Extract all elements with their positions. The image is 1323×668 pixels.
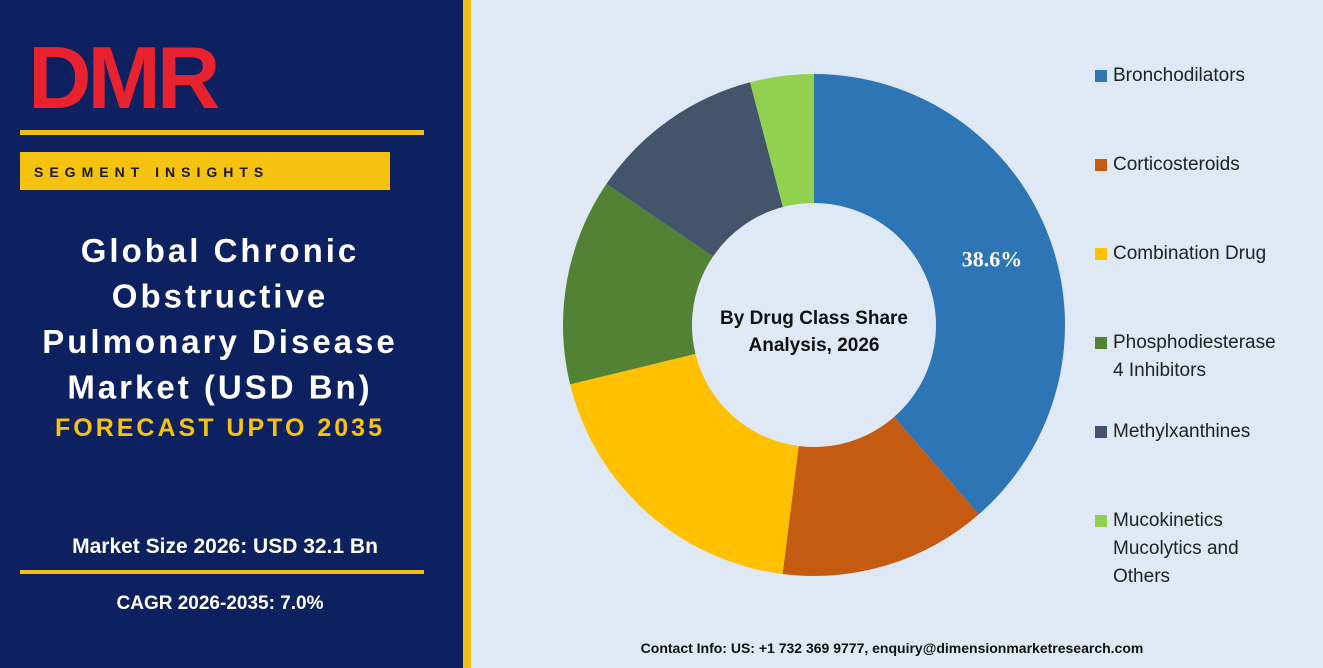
legend-label: Mucokinetics Mucolytics and Others bbox=[1113, 510, 1239, 587]
title-line: Obstructive bbox=[112, 278, 328, 315]
contact: Contact Info: US: +1 732 369 9777, enqui… bbox=[641, 640, 1144, 656]
rule bbox=[20, 570, 424, 574]
legend-swatch bbox=[1095, 426, 1107, 438]
logo: DMR bbox=[28, 28, 219, 127]
slice bbox=[782, 417, 979, 576]
legend-swatch bbox=[1095, 159, 1107, 171]
data-label: 38.6% bbox=[962, 246, 1023, 271]
legend-item: Combination Drug bbox=[1095, 240, 1285, 268]
legend-swatch bbox=[1095, 248, 1107, 260]
legend-label: Corticosteroids bbox=[1113, 154, 1240, 175]
legend-label: Combination Drug bbox=[1113, 243, 1267, 264]
legend-item: Mucokinetics Mucolytics and Others bbox=[1095, 507, 1285, 591]
rule bbox=[20, 130, 424, 135]
legend-swatch bbox=[1095, 70, 1107, 82]
legend-swatch bbox=[1095, 337, 1107, 349]
cagr: CAGR 2026-2035: 7.0% bbox=[117, 593, 324, 614]
slice bbox=[606, 82, 783, 257]
market-size: Market Size 2026: USD 32.1 Bn bbox=[72, 535, 378, 558]
slice bbox=[750, 74, 814, 208]
left-panel bbox=[0, 0, 463, 668]
slice bbox=[570, 353, 799, 575]
title-line: Pulmonary Disease bbox=[42, 323, 397, 360]
legend-item: Phosphodiesterase 4 Inhibitors bbox=[1095, 329, 1285, 385]
legend-swatch bbox=[1095, 515, 1107, 527]
legend-item: Corticosteroids bbox=[1095, 151, 1285, 179]
forecast: FORECAST UPTO 2035 bbox=[55, 414, 385, 442]
legend-label: Methylxanthines bbox=[1113, 421, 1251, 442]
title-line: Market (USD Bn) bbox=[67, 369, 372, 406]
center-label: Analysis, 2026 bbox=[749, 335, 880, 356]
slice bbox=[814, 74, 1065, 515]
legend-item: Methylxanthines bbox=[1095, 418, 1285, 446]
badge-bg bbox=[20, 152, 390, 190]
legend-label: Phosphodiesterase 4 Inhibitors bbox=[1113, 332, 1276, 381]
title-line: Global Chronic bbox=[81, 232, 360, 269]
center-label: By Drug Class Share bbox=[720, 308, 908, 329]
slice bbox=[563, 183, 714, 385]
divider bbox=[463, 0, 471, 668]
legend-item: Bronchodilators bbox=[1095, 62, 1285, 90]
badge: SEGMENT INSIGHTS bbox=[34, 164, 269, 180]
legend-label: Bronchodilators bbox=[1113, 65, 1246, 86]
